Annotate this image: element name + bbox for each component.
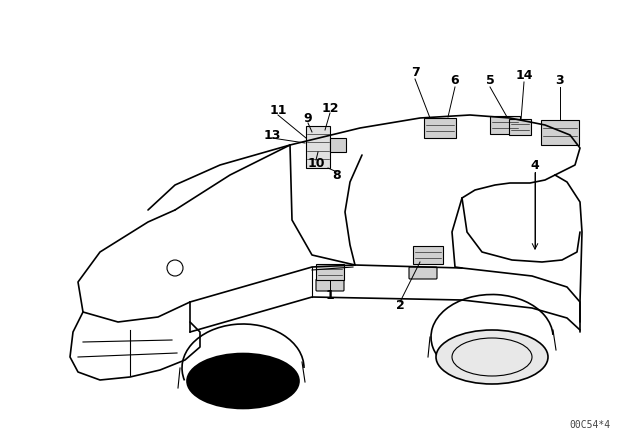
- Text: 6: 6: [451, 73, 460, 86]
- FancyBboxPatch shape: [409, 267, 437, 279]
- Bar: [316, 264, 344, 280]
- Text: 4: 4: [531, 159, 540, 172]
- FancyBboxPatch shape: [316, 279, 344, 291]
- Text: 8: 8: [333, 168, 341, 181]
- Ellipse shape: [436, 330, 548, 384]
- Text: 10: 10: [307, 156, 324, 169]
- Text: 7: 7: [411, 65, 419, 78]
- Bar: [330, 138, 346, 152]
- Ellipse shape: [187, 353, 299, 409]
- Text: 12: 12: [321, 102, 339, 115]
- Text: 9: 9: [304, 112, 312, 125]
- Text: 5: 5: [486, 73, 494, 86]
- Bar: [413, 246, 443, 264]
- Text: 3: 3: [556, 73, 564, 86]
- Text: 00C54*4: 00C54*4: [570, 420, 611, 430]
- Bar: [509, 119, 531, 135]
- Text: 2: 2: [396, 298, 404, 311]
- Text: 14: 14: [515, 69, 532, 82]
- Text: 13: 13: [263, 129, 281, 142]
- Text: 1: 1: [326, 289, 334, 302]
- Bar: [306, 126, 330, 168]
- Bar: [424, 118, 456, 138]
- Text: 11: 11: [269, 103, 287, 116]
- Bar: [541, 120, 579, 145]
- Bar: [490, 116, 520, 134]
